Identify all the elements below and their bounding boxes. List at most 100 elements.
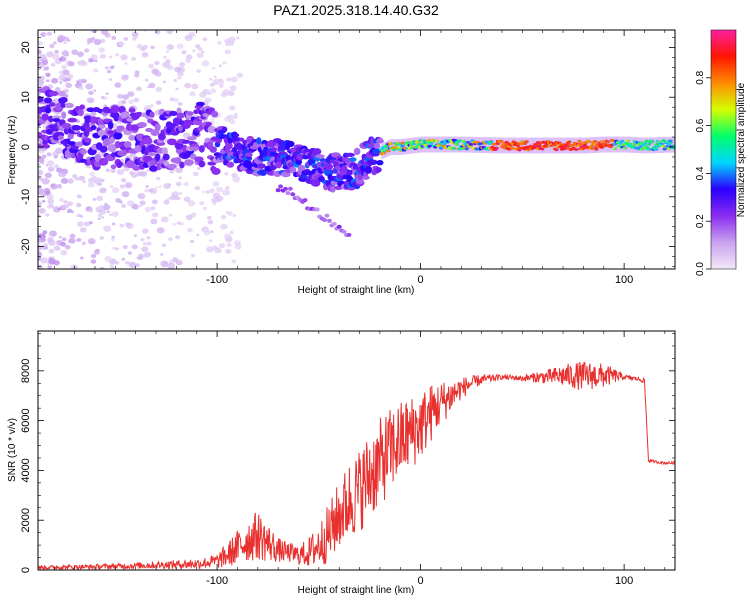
- spectrogram-cell: [109, 263, 115, 268]
- spectrogram-halo: [483, 137, 486, 154]
- spectrogram-cell: [38, 235, 45, 241]
- spectrogram-cell: [282, 186, 288, 191]
- spectrogram-halo: [488, 137, 490, 154]
- spectrogram-cell: [57, 135, 64, 141]
- spectrogram-cell: [537, 144, 542, 148]
- spectrogram-cell: [65, 53, 70, 57]
- spectrogram-cell: [132, 165, 141, 171]
- spectrogram-cell: [209, 146, 217, 153]
- spectrogram-cell: [230, 76, 238, 83]
- spectrogram-cell: [157, 132, 166, 141]
- spectrogram-cell: [239, 137, 245, 142]
- spectrogram-x-tick-label: 100: [615, 274, 633, 286]
- spectrogram-cell: [77, 109, 84, 117]
- spectrogram-cell: [52, 41, 57, 45]
- spectrogram-cell: [457, 139, 462, 143]
- spectrogram-cell: [208, 239, 213, 243]
- spectrogram-cell: [154, 71, 162, 77]
- spectrogram-cell: [156, 176, 161, 181]
- spectrogram-halo: [444, 136, 446, 153]
- spectrogram-halo: [399, 139, 402, 155]
- spectrogram-cell: [38, 169, 44, 176]
- spectrogram-cell: [136, 43, 143, 49]
- spectrogram-cell: [646, 143, 652, 146]
- spectrogram-cell: [296, 153, 304, 161]
- spectrogram-cell: [138, 253, 144, 258]
- spectrogram-cell: [67, 201, 74, 207]
- spectrogram-cell: [199, 91, 207, 98]
- spectrogram-cell: [61, 69, 70, 76]
- spectrogram-cell: [169, 169, 174, 174]
- spectrogram-halo: [663, 136, 665, 153]
- spectrogram-halo: [419, 136, 422, 153]
- spectrogram-cell: [111, 222, 116, 226]
- spectrogram-cell: [47, 166, 55, 172]
- spectrogram-cell: [83, 221, 91, 227]
- spectrogram-halo: [619, 136, 621, 153]
- spectrogram-cell: [400, 144, 405, 148]
- spectrogram-cell: [116, 169, 125, 175]
- spectrogram-cell: [82, 180, 86, 183]
- spectrogram-cell: [540, 147, 545, 151]
- spectrogram-cell: [166, 138, 177, 146]
- spectrogram-cell: [177, 102, 183, 106]
- spectrogram-cell: [210, 117, 215, 122]
- spectrogram-cell: [53, 245, 61, 251]
- spectrogram-cell: [166, 163, 177, 169]
- spectrogram-cell: [120, 111, 130, 119]
- spectrogram-cell: [136, 133, 145, 142]
- spectrogram-cell: [206, 215, 212, 220]
- spectrogram-cell: [86, 37, 94, 44]
- spectrogram-cell: [88, 221, 93, 225]
- spectrogram-cell: [176, 43, 184, 50]
- spectrogram-cell: [168, 237, 173, 242]
- spectrogram-cell: [87, 181, 95, 188]
- spectrogram-cell: [145, 241, 152, 247]
- spectrogram-cell: [38, 176, 43, 181]
- spectrogram-cell: [38, 200, 43, 207]
- spectrogram-cell: [142, 242, 147, 246]
- spectrogram-cells: [38, 30, 675, 269]
- spectrogram-halo: [394, 139, 396, 155]
- spectrogram-cell: [494, 146, 499, 150]
- spectrogram-cell: [151, 199, 158, 205]
- colorbar-ramp: [711, 30, 736, 269]
- spectrogram-cell: [208, 107, 215, 113]
- spectrogram-cell: [70, 210, 74, 214]
- spectrogram-cell: [46, 160, 55, 167]
- spectrogram-cell: [195, 101, 205, 107]
- spectrogram-halo: [485, 137, 487, 154]
- spectrogram-cell: [128, 108, 136, 113]
- spectrogram-cell: [50, 183, 58, 190]
- spectrogram-cell: [115, 53, 120, 57]
- spectrogram-cell: [184, 34, 193, 42]
- snr-x-tick-label: 0: [418, 575, 424, 587]
- spectrogram-cell: [61, 122, 72, 129]
- spectrogram-cell: [67, 132, 74, 140]
- spectrogram-cell: [257, 163, 266, 169]
- spectrogram-cell: [225, 248, 232, 254]
- spectrogram-cell: [57, 207, 62, 211]
- spectrogram-cell: [147, 152, 156, 157]
- spectrogram-cell: [38, 251, 42, 258]
- spectrogram-cell: [61, 237, 67, 242]
- spectrogram-cell: [58, 74, 67, 81]
- spectrogram-cell: [179, 62, 186, 67]
- spectrogram-cell: [167, 262, 175, 269]
- spectrogram-cell: [93, 89, 97, 92]
- spectrogram-cell: [121, 257, 126, 261]
- spectrogram-cell: [111, 211, 119, 217]
- spectrogram-cell: [61, 111, 67, 119]
- spectrogram-cell: [661, 139, 666, 142]
- spectrogram-cell: [181, 50, 187, 55]
- spectrogram-cell: [373, 142, 381, 149]
- spectrogram-halo: [528, 137, 530, 154]
- spectrogram-cell: [105, 92, 109, 95]
- spectrogram-cell: [176, 112, 185, 119]
- spectrogram-x-ticks: -100 0 100: [53, 30, 666, 286]
- spectrogram-cell: [212, 67, 216, 70]
- spectrogram-halo: [461, 136, 463, 153]
- spectrogram-cell: [212, 245, 218, 250]
- spectrogram-cell: [53, 164, 59, 169]
